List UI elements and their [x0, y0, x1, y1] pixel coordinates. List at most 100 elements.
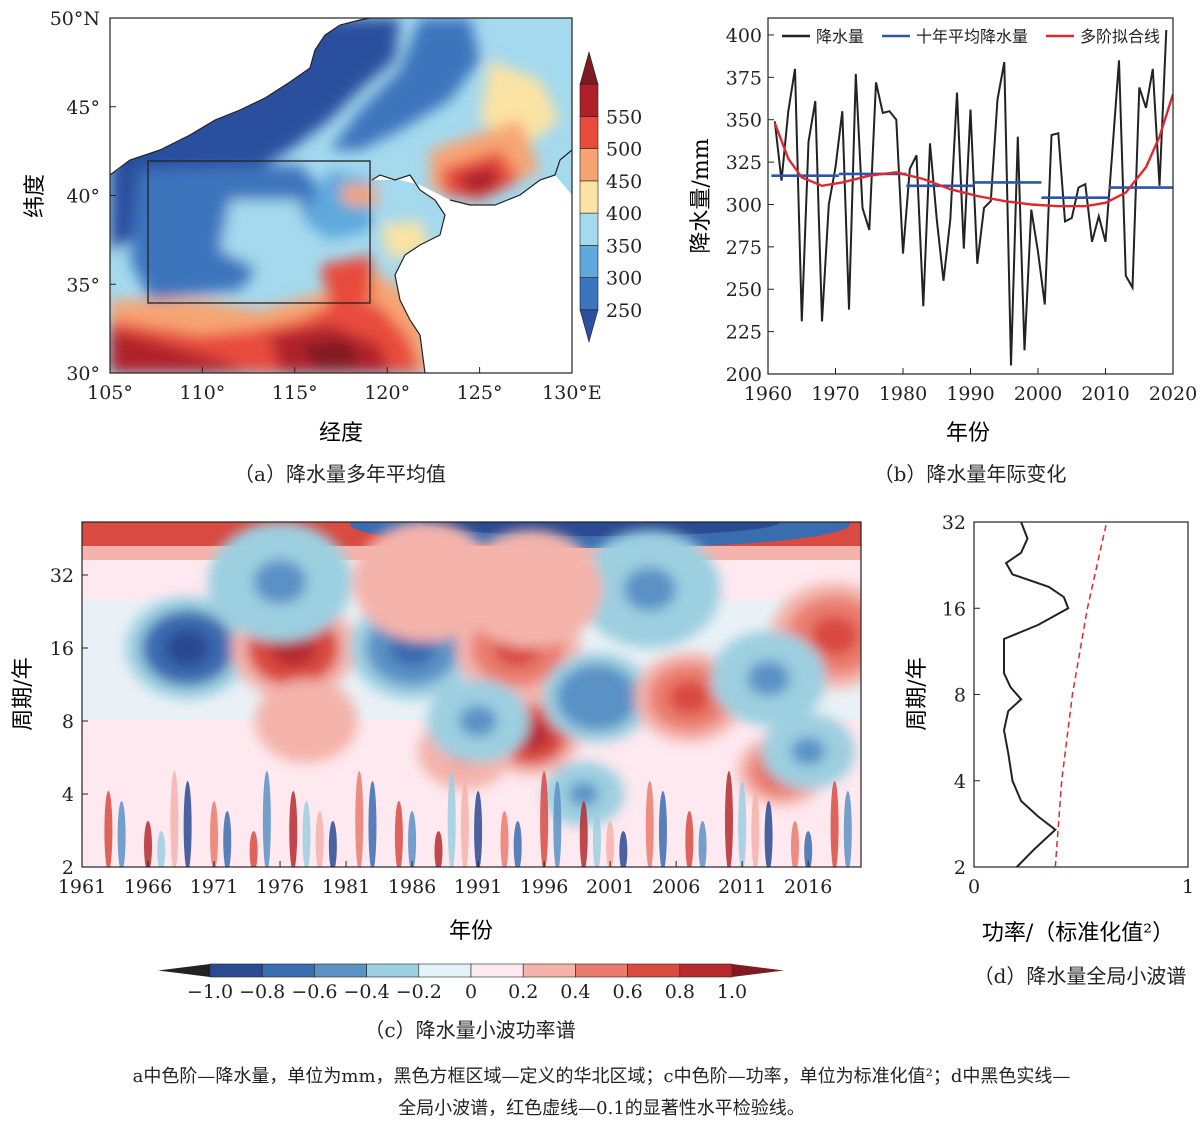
- map-colorbar-swatch: [579, 180, 599, 214]
- wavelet-colorbar-label: −1.0: [187, 981, 233, 1003]
- wavelet-top-blue-core: [420, 522, 780, 536]
- wavelet-short-period-stripe: [830, 781, 839, 867]
- wavelet-short-period-stripe: [368, 781, 377, 867]
- wavelet-short-period-stripe: [474, 791, 483, 867]
- map-colorbar-swatch: [579, 277, 599, 311]
- map-x-tick-label: 120°: [364, 382, 410, 404]
- wavelet-colorbar-end: [158, 964, 210, 977]
- spectrum-ylabel: 周期/年: [905, 657, 930, 730]
- wavelet-short-period-stripe: [104, 791, 113, 867]
- wavelet-contour-core: [810, 616, 859, 656]
- map-colorbar-end: [579, 309, 599, 344]
- line-chart-x-tick-label: 1970: [811, 383, 859, 405]
- wavelet-short-period-stripe: [738, 781, 747, 867]
- map-y-tick-label: 50°N: [50, 8, 100, 30]
- panel-a-map: 105° 110° 115° 120° 125° 130°E 30° 35° 40° 45° 50°…: [23, 8, 642, 446]
- line-chart-x-tick-label: 2010: [1081, 383, 1129, 405]
- wavelet-x-tick-label: 1976: [256, 876, 304, 898]
- spectrum-x-tick-label: 0: [968, 876, 980, 898]
- wavelet-x-tick-label: 1971: [190, 876, 238, 898]
- wavelet-short-period-stripe: [249, 831, 258, 867]
- wavelet-colorbar-swatch: [209, 963, 263, 978]
- wavelet-xlabel: 年份: [449, 919, 493, 944]
- spectrum-y-tick-label: 2: [954, 857, 966, 879]
- wavelet-colorbar-label: −0.8: [239, 981, 285, 1003]
- wavelet-y-tick-label: 2: [62, 857, 74, 879]
- wavelet-short-period-stripe: [394, 801, 403, 867]
- wavelet-colorbar-swatch: [261, 963, 315, 978]
- map-colorbar-label: 450: [606, 171, 642, 193]
- map-x-tick-label: 105°: [87, 382, 133, 404]
- line-chart-y-tick-label: 275: [726, 237, 762, 259]
- wavelet-short-period-stripe: [619, 831, 628, 867]
- wavelet-short-period-stripe: [751, 791, 760, 867]
- spectrum-x-tick-label: 1: [1182, 876, 1194, 898]
- map-colorbar-swatch: [579, 245, 599, 278]
- wavelet-colorbar-label: 0.6: [612, 981, 642, 1003]
- spectrum-frame: [973, 521, 1189, 868]
- wavelet-short-period-stripe: [302, 801, 311, 867]
- wavelet-short-period-stripe: [606, 821, 615, 867]
- line-chart-y-tick-label: 400: [726, 25, 762, 47]
- caption-a: （a）降水量多年平均值: [234, 462, 446, 486]
- wavelet-colorbar-swatch: [418, 963, 472, 978]
- map-x-tick-label: 110°: [180, 382, 226, 404]
- global-spectrum-line: [1002, 521, 1070, 868]
- wavelet-short-period-stripe: [592, 811, 601, 867]
- wavelet-colorbar-swatch: [314, 963, 367, 978]
- wavelet-colorbar-swatch: [627, 963, 681, 978]
- line-chart-x-tick-label: 2020: [1149, 383, 1197, 405]
- wavelet-x-tick-label: 1966: [124, 876, 172, 898]
- map-y-tick-label: 45°: [66, 97, 100, 119]
- line-chart-y-tick-label: 300: [726, 194, 762, 216]
- wavelet-contour-core: [747, 660, 790, 696]
- wavelet-x-tick-label: 1961: [58, 876, 106, 898]
- line-chart-frame: [767, 17, 1174, 375]
- wavelet-short-period-stripe: [183, 781, 192, 867]
- line-chart-y-tick-label: 225: [726, 322, 762, 344]
- line-chart-ylabel: 降水量/mm: [689, 138, 714, 253]
- wavelet-contour-core: [790, 737, 826, 766]
- wavelet-short-period-stripe: [223, 811, 232, 867]
- wavelet-contour-core: [623, 567, 676, 611]
- map-colorbar-label: 300: [606, 268, 642, 290]
- map-ylabel: 纬度: [23, 174, 48, 218]
- wavelet-y-tick-label: 16: [50, 638, 74, 660]
- wavelet-short-period-stripe: [843, 791, 852, 867]
- map-xlabel: 经度: [319, 421, 363, 446]
- map-x-tick-label: 125°: [457, 382, 503, 404]
- wavelet-short-period-stripe: [553, 781, 562, 867]
- sea-area: [372, 175, 572, 373]
- outside-domain-area: [110, 18, 370, 175]
- wavelet-colorbar-swatch: [366, 963, 420, 978]
- wavelet-short-period-stripe: [315, 811, 324, 867]
- precip-series-line: [773, 29, 1168, 366]
- wavelet-short-period-stripe: [790, 821, 799, 867]
- panel-b-line-chart: 1960 1970 1980 1990 2000 2010 2020 200 225 250 275…: [689, 17, 1197, 446]
- polynomial-fit-line: [773, 93, 1173, 208]
- wavelet-short-period-stripe: [144, 821, 153, 867]
- wavelet-contour-core: [459, 705, 498, 737]
- wavelet-short-period-stripe: [434, 831, 443, 867]
- wavelet-short-period-stripe: [328, 821, 337, 867]
- wavelet-colorbar-swatch: [575, 963, 628, 978]
- wavelet-colorbar-label: 0.4: [560, 981, 590, 1003]
- map-colorbar-swatch: [579, 83, 599, 117]
- wavelet-short-period-stripe: [117, 801, 126, 867]
- map-colorbar-label: 250: [606, 300, 642, 322]
- wavelet-colorbar-label: 1.0: [717, 981, 747, 1003]
- caption-b: （b）降水量年际变化: [873, 462, 1067, 486]
- wavelet-colorbar-swatch: [679, 963, 733, 978]
- figure-note-line-2: 全局小波谱，红色虚线—0.1的显著性水平检验线。: [398, 1098, 805, 1119]
- wavelet-contour-core: [568, 782, 599, 806]
- wavelet-short-period-stripe: [685, 811, 694, 867]
- line-chart-x-tick-label: 1990: [946, 383, 994, 405]
- wavelet-short-period-stripe: [447, 771, 456, 867]
- spectrum-y-tick-label: 32: [942, 512, 966, 534]
- wavelet-x-tick-label: 2016: [784, 876, 832, 898]
- wavelet-short-period-stripe: [262, 771, 271, 867]
- spectrum-y-tick-label: 16: [942, 598, 966, 620]
- wavelet-short-period-stripe: [500, 811, 509, 867]
- wavelet-x-tick-label: 2011: [718, 876, 766, 898]
